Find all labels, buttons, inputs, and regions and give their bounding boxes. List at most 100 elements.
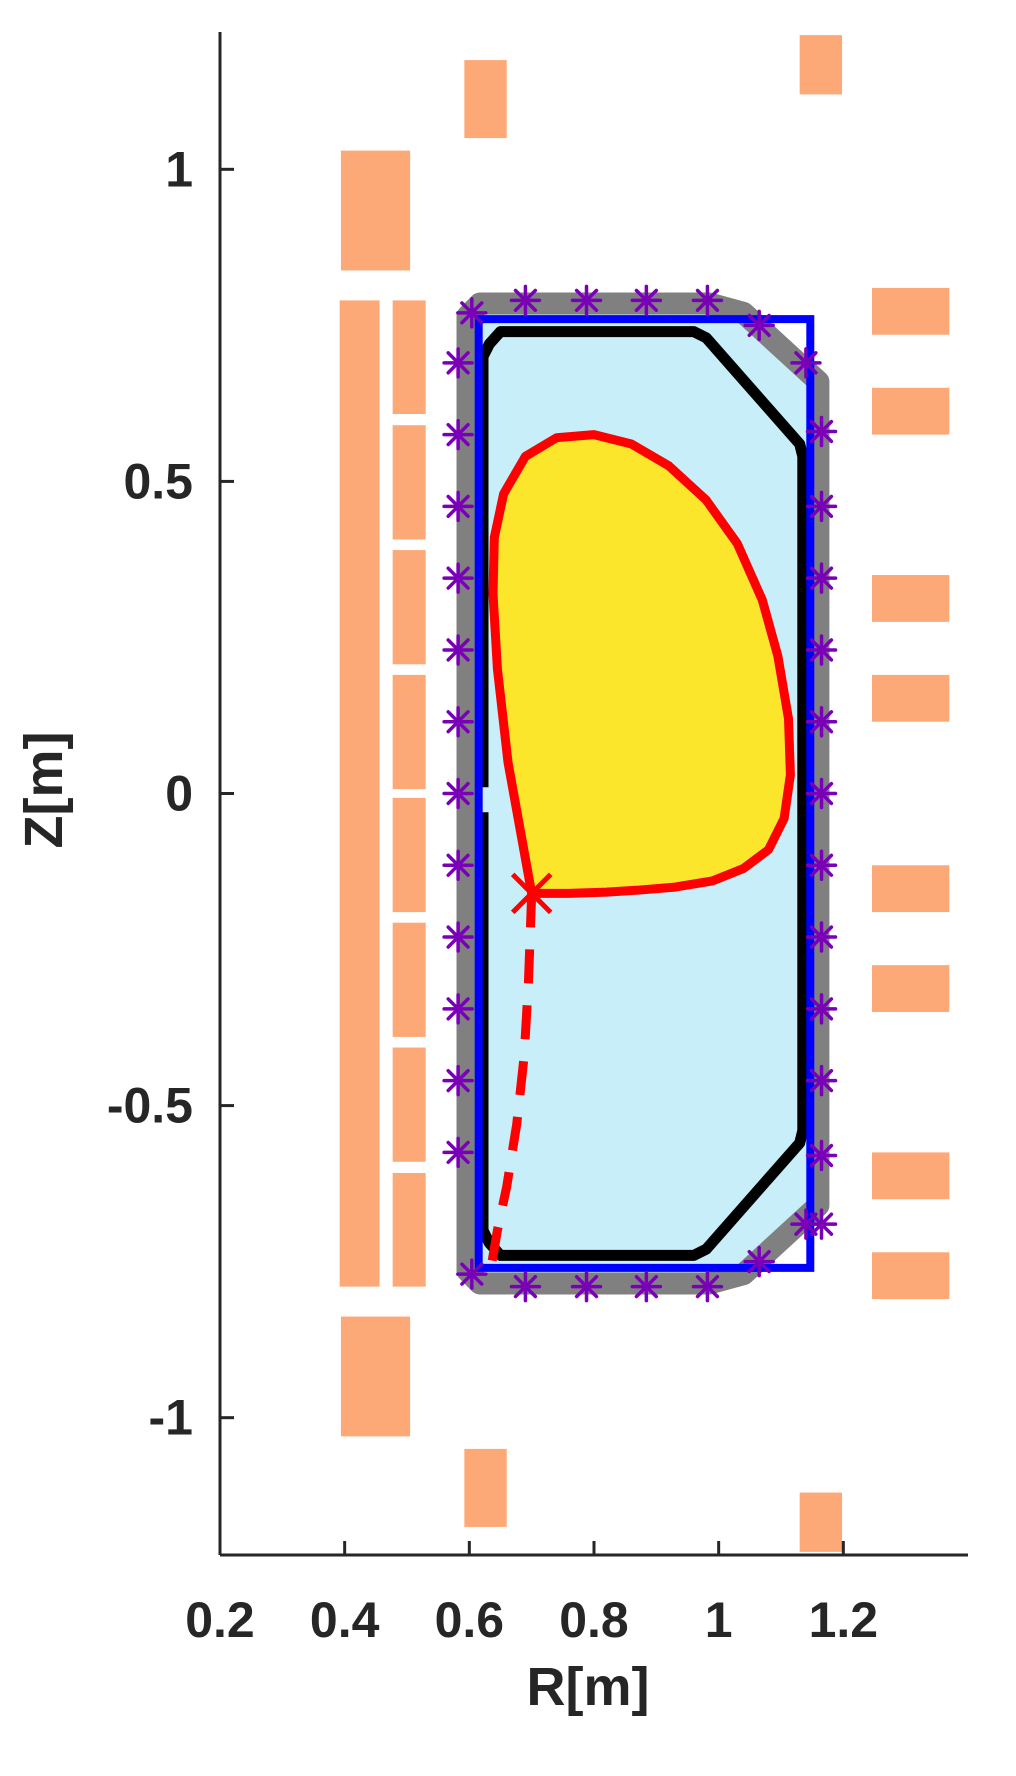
flux-loop-stroke: [809, 494, 834, 519]
coil: [392, 1173, 426, 1287]
flux-loop-stroke: [809, 853, 834, 877]
flux-loop-marker: [570, 1270, 603, 1303]
flux-loop-marker: [570, 284, 603, 317]
coil: [872, 1152, 950, 1200]
x-tick-label: 1.2: [809, 1592, 879, 1648]
axes-group: 0.2 0.4 0.6 0.8 1 1.2 -1 -0.5 0 0.5 1: [107, 32, 968, 1648]
flux-loop-marker: [805, 1139, 838, 1172]
flux-loop-stroke: [513, 1274, 538, 1299]
flux-loop-marker: [743, 1245, 775, 1278]
flux-loop-stroke: [809, 710, 834, 734]
coil: [392, 550, 426, 665]
flux-loop-stroke: [574, 288, 599, 313]
flux-loop-stroke: [809, 781, 834, 806]
flux-loop-stroke: [446, 925, 470, 949]
flux-loop-marker: [630, 1270, 663, 1303]
separatrix-line: [488, 430, 795, 898]
plasma-group: [485, 430, 795, 1275]
flux-loop-stroke: [446, 1068, 470, 1093]
flux-loop-stroke: [446, 1140, 470, 1165]
flux-loop-stroke: [794, 1212, 818, 1236]
y-tick-label: 0.5: [123, 453, 193, 509]
flux-loop-stroke: [747, 1249, 771, 1274]
flux-loop-stroke: [809, 638, 834, 662]
flux-loop-stroke: [747, 313, 771, 338]
flux-loop-stroke: [794, 351, 818, 375]
flux-loop-stroke: [460, 301, 484, 325]
flux-loop-marker: [805, 921, 838, 953]
coil: [340, 150, 411, 271]
coil: [392, 674, 426, 790]
x-tick-label: 0.6: [435, 1592, 505, 1648]
flux-loop-marker: [456, 1258, 488, 1290]
flux-loop-group: [442, 284, 838, 1303]
flux-loop-stroke: [446, 997, 470, 1021]
divertor-leg-line: [485, 893, 537, 1275]
flux-loop-marker: [442, 490, 474, 523]
coil: [392, 300, 426, 414]
flux-loop-stroke: [446, 853, 470, 877]
flux-loop-marker: [691, 1270, 724, 1303]
x-tick-label: 1: [705, 1592, 733, 1648]
plasma-region: [493, 434, 791, 894]
flux-loop-stroke: [460, 1262, 484, 1286]
flux-loop-marker: [442, 777, 474, 810]
flux-loop-marker: [442, 634, 474, 666]
flux-loop-marker: [442, 347, 474, 379]
flux-loop-marker: [442, 1136, 474, 1169]
coil: [799, 35, 843, 95]
y-tick-label: 0: [165, 766, 193, 822]
coil: [392, 797, 426, 913]
flux-loop-marker: [805, 705, 838, 738]
flux-loop-marker: [442, 849, 474, 882]
flux-loop-marker: [790, 347, 822, 379]
flux-loop-stroke: [695, 288, 720, 313]
x-tick-label: 0.4: [310, 1592, 380, 1648]
y-tick-label: -1: [149, 1390, 193, 1446]
flux-loop-marker: [805, 490, 838, 523]
coil: [872, 387, 950, 435]
x-tick-label: 0.2: [185, 1592, 255, 1648]
flux-loop-marker: [630, 284, 663, 317]
flux-loop-stroke: [634, 288, 659, 313]
flux-loop-marker: [805, 993, 838, 1025]
flux-loop-stroke: [446, 566, 470, 590]
flux-loop-stroke: [809, 1143, 834, 1168]
flux-loop-marker: [442, 562, 474, 594]
flux-loop-marker: [442, 705, 474, 738]
coil: [872, 674, 950, 722]
coil: [339, 300, 380, 1287]
flux-loop-stroke: [446, 494, 470, 519]
flux-loop-marker: [456, 297, 488, 329]
coil-group: [339, 35, 950, 1552]
flux-loop-stroke: [809, 1068, 834, 1093]
flux-loop-marker: [442, 1064, 474, 1097]
y-tick-label: -0.5: [107, 1078, 193, 1134]
flux-loop-marker: [805, 634, 838, 666]
flux-loop-stroke: [446, 710, 470, 734]
flux-loop-stroke: [809, 566, 834, 590]
flux-loop-stroke: [809, 419, 834, 444]
flux-loop-stroke: [809, 997, 834, 1021]
flux-loop-marker: [805, 1064, 838, 1097]
flux-loop-marker: [790, 1208, 822, 1240]
flux-loop-stroke: [446, 422, 470, 447]
flux-loop-stroke: [513, 288, 538, 313]
flux-loop-marker: [509, 1270, 542, 1303]
coil: [392, 1047, 426, 1162]
flux-loop-marker: [691, 284, 724, 317]
flux-loop-marker: [442, 921, 474, 953]
flux-loop-marker: [805, 562, 838, 594]
y-axis-label: Z[m]: [14, 732, 74, 849]
flux-loop-marker: [805, 415, 838, 448]
flux-loop-stroke: [634, 1274, 659, 1299]
flux-loop-marker: [509, 284, 542, 317]
coil: [464, 1448, 507, 1527]
flux-loop-stroke: [446, 638, 470, 662]
flux-loop-marker: [805, 849, 838, 882]
coil: [872, 575, 950, 622]
x-tick-label: 0.8: [559, 1592, 629, 1648]
coil: [872, 287, 950, 335]
x-point-stroke: [510, 872, 553, 915]
coil: [872, 965, 950, 1012]
